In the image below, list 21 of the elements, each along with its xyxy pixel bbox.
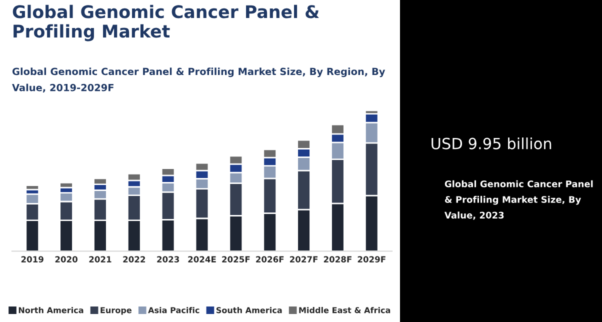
x-tick-label: 2020	[55, 256, 78, 262]
text: USD 9.95 billion	[432, 138, 552, 150]
legend-label: Middle East & Africa	[299, 306, 390, 314]
legend-label: North America	[18, 306, 84, 314]
x-tick-label: 2025F	[222, 256, 250, 262]
x-tick-label: 2022	[123, 256, 146, 262]
chart-subtitle: Global Genomic Cancer Panel & Profiling Market Size, By Region, By Value, 2019-2029F	[12, 68, 386, 93]
x-tick-label: 2028F	[324, 256, 352, 262]
x-tick-label: 2029F	[358, 256, 386, 262]
legend-label: Europe	[100, 307, 132, 315]
text: Global Genomic Cancer Panel & Profiling Market Size, By Value, 2023	[444, 180, 593, 220]
legend-label: South America	[216, 306, 282, 314]
x-tick-label: 2027F	[290, 256, 318, 262]
chart-title: Global Genomic Cancer Panel & Profiling Market	[12, 4, 319, 42]
x-tick-label: 2021	[89, 256, 112, 262]
legend-label: Asia Pacific	[148, 306, 200, 314]
bar	[25, 184, 40, 190]
x-tick-label: 2023	[157, 256, 180, 262]
x-tick-label: 2024E	[188, 256, 216, 262]
x-tick-label: 2019	[21, 256, 44, 262]
x-tick-label: 2026F	[256, 256, 284, 262]
